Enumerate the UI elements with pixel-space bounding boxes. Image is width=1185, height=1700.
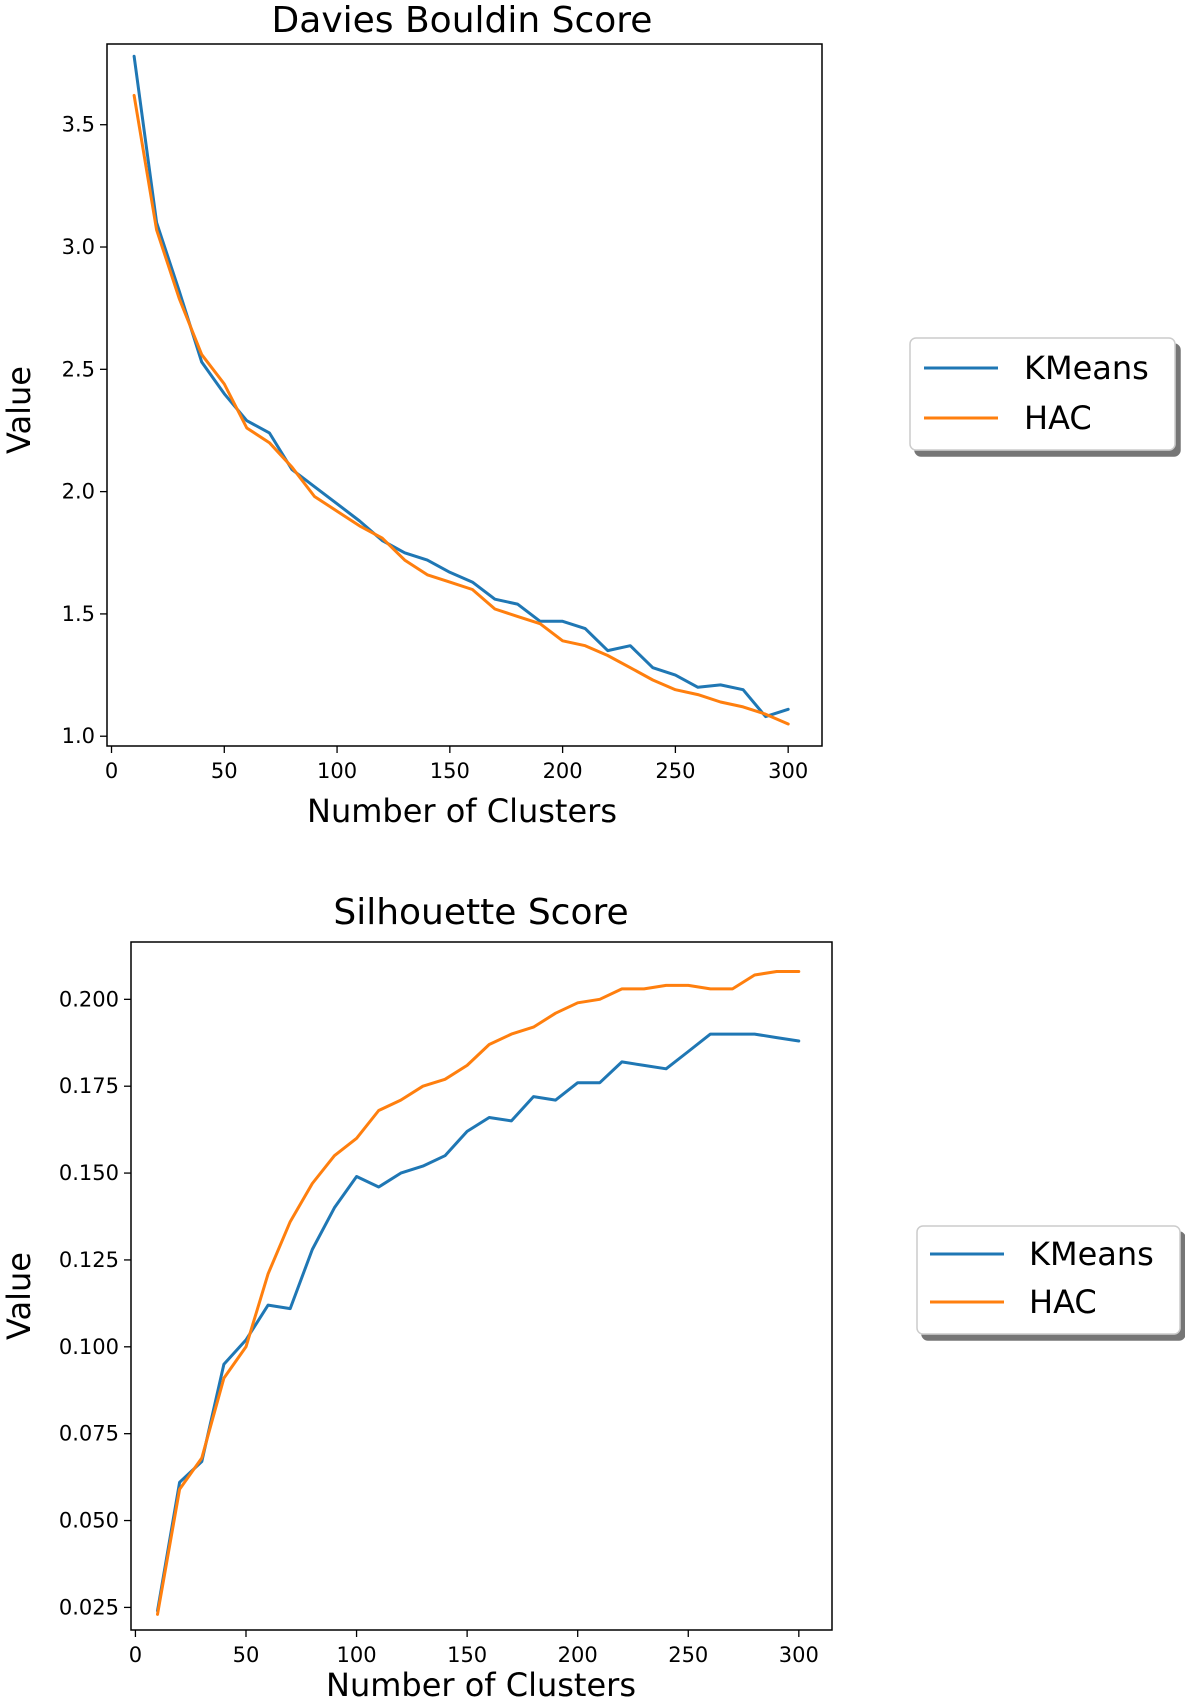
series-line-kmeans (156, 1032, 801, 1613)
y-tick-label: 0.125 (59, 1248, 119, 1272)
x-tick-label: 150 (447, 1643, 487, 1667)
y-axis-label: Value (0, 1252, 38, 1340)
chart-title: Davies Bouldin Score (272, 0, 653, 41)
x-tick-label: 0 (105, 759, 118, 783)
y-tick-label: 3.0 (62, 235, 95, 259)
x-tick-label: 250 (668, 1643, 708, 1667)
y-tick-label: 1.0 (62, 724, 95, 748)
silhouette-chart: Silhouette Score 0 50 100 150 200 250 300 0.025… (0, 892, 1181, 1700)
y-tick-label: 0.150 (59, 1161, 119, 1185)
x-axis-label: Number of Clusters (326, 1666, 636, 1700)
y-tick-label: 0.050 (59, 1509, 119, 1533)
legend (909, 337, 1176, 451)
x-tick-label: 300 (768, 759, 808, 783)
x-tick-label: 100 (337, 1643, 377, 1667)
x-axis-label: Number of Clusters (307, 792, 617, 830)
legend-label-hac: HAC (1029, 1283, 1097, 1321)
legend-label-kmeans: KMeans (1029, 1235, 1154, 1273)
x-tick-label: 200 (558, 1643, 598, 1667)
series-line-hac (156, 970, 801, 1616)
series-line-kmeans (132, 54, 790, 719)
x-tick-label: 100 (317, 759, 357, 783)
legend-label-hac: HAC (1024, 399, 1092, 437)
x-tick-label: 50 (233, 1643, 260, 1667)
series-line-hac (132, 93, 790, 726)
x-tick-label: 250 (655, 759, 695, 783)
davies-bouldin-chart: Davies Bouldin Score 0 50 100 150 200 250 300 1… (0, 0, 1176, 830)
x-tick-label: 300 (779, 1643, 819, 1667)
series-layer (132, 54, 790, 726)
y-tick-label: 0.025 (59, 1595, 119, 1619)
legend-label-kmeans: KMeans (1024, 349, 1149, 387)
tick-layer: 0 50 100 150 200 250 300 0.025 0.050 0.075 0.100 0.… (59, 987, 819, 1667)
y-tick-label: 0.075 (59, 1422, 119, 1446)
plot-frame (130, 941, 833, 1631)
x-tick-label: 150 (430, 759, 470, 783)
legend-box (909, 337, 1176, 451)
series-layer (156, 970, 801, 1616)
x-tick-label: 0 (129, 1643, 142, 1667)
x-tick-label: 50 (211, 759, 238, 783)
y-tick-label: 0.175 (59, 1074, 119, 1098)
y-tick-label: 1.5 (62, 602, 95, 626)
y-tick-label: 0.100 (59, 1335, 119, 1359)
x-tick-label: 200 (543, 759, 583, 783)
plot-frame (106, 43, 823, 747)
chart-title: Silhouette Score (333, 892, 628, 933)
y-tick-label: 2.5 (62, 357, 95, 381)
tick-layer: 0 50 100 150 200 250 300 1.0 1.5 2.0 2.5 3.0 3.5 (62, 113, 809, 783)
y-tick-label: 0.200 (59, 987, 119, 1011)
y-tick-label: 3.5 (62, 113, 95, 137)
y-tick-label: 2.0 (62, 480, 95, 504)
y-axis-label: Value (0, 366, 38, 454)
